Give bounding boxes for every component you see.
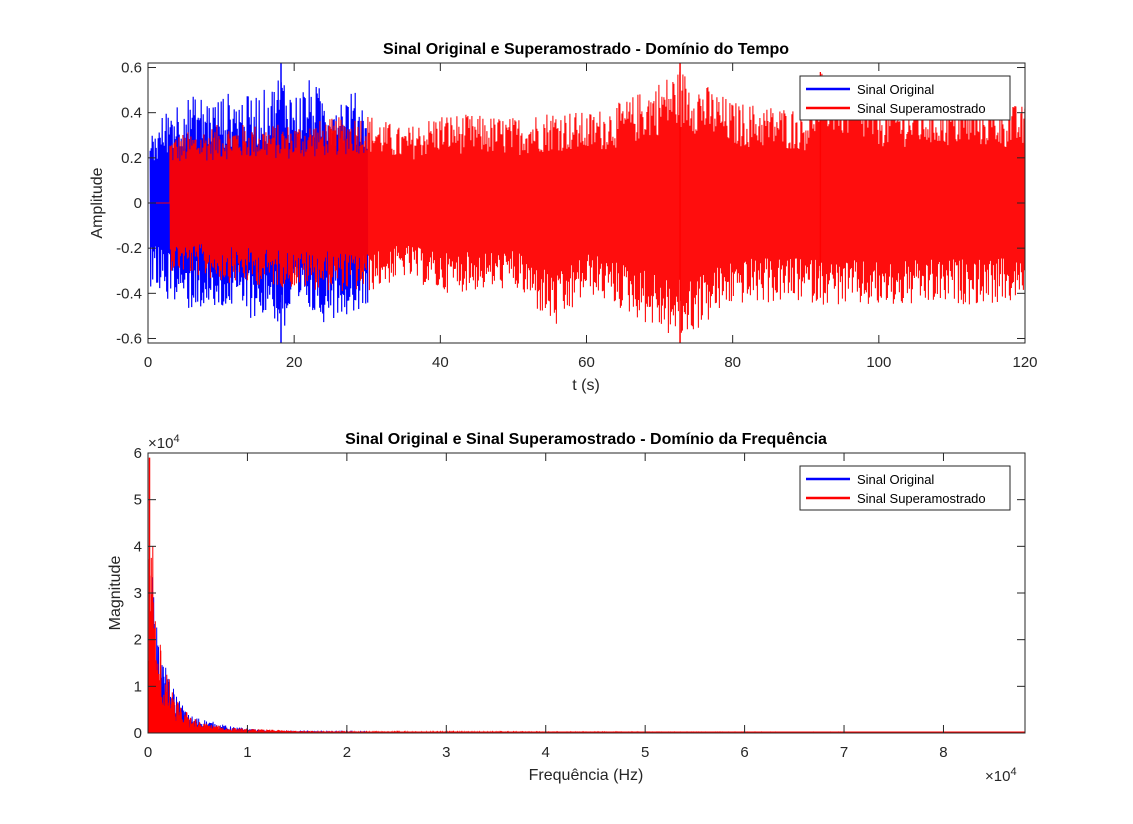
frequency-y-ticks: 0 1 2 3 4 5 6 <box>134 445 1025 742</box>
time-legend-original-label: Sinal Original <box>857 82 934 97</box>
x-tick-label: 1 <box>243 744 251 761</box>
y-tick-label: -0.4 <box>116 285 142 302</box>
x-tick-label: 8 <box>939 744 947 761</box>
frequency-legend-box <box>799 465 1011 511</box>
y-tick-label: 0 <box>134 725 142 742</box>
frequency-legend-original-label: Sinal Original <box>857 472 934 487</box>
y-tick-label: 5 <box>134 492 142 509</box>
x-tick-label: 2 <box>343 744 351 761</box>
x-exponent-power: 4 <box>1010 766 1016 778</box>
svg-text:×104: ×104 <box>985 766 1017 785</box>
time-domain-axes: 0 20 40 60 80 100 120 -0.6 -0.4 -0.2 0 0.2 0.4 0.6 S… <box>89 41 1038 394</box>
y-exponent-base: ×10 <box>148 435 173 452</box>
frequency-x-axis-label: Frequência (Hz) <box>529 767 644 784</box>
x-tick-label: 0 <box>144 744 152 761</box>
y-exponent-power: 4 <box>173 433 179 445</box>
x-tick-label: 20 <box>286 354 303 371</box>
x-exponent-base: ×10 <box>985 768 1010 785</box>
y-tick-label: 2 <box>134 632 142 649</box>
x-exponent-label: ×104 <box>985 766 1017 785</box>
time-chart-title: Sinal Original e Superamostrado - Domíni… <box>383 41 789 58</box>
x-tick-label: 7 <box>840 744 848 761</box>
y-tick-label: 4 <box>134 538 142 555</box>
y-tick-label: 0.2 <box>121 150 142 167</box>
x-tick-label: 5 <box>641 744 649 761</box>
time-x-axis-label: t (s) <box>572 377 600 394</box>
frequency-domain-axes: 0 1 2 3 4 5 6 7 8 0 1 2 3 4 5 6 Sinal Original e Sinal… <box>107 431 1026 785</box>
y-tick-label: 0.6 <box>121 60 142 77</box>
time-series-upsampled <box>148 71 1025 334</box>
svg-text:×104: ×104 <box>148 433 180 452</box>
x-tick-label: 80 <box>724 354 741 371</box>
x-tick-label: 40 <box>432 354 449 371</box>
x-tick-label: 60 <box>578 354 595 371</box>
x-tick-label: 100 <box>866 354 891 371</box>
frequency-y-axis-label: Magnitude <box>107 556 124 631</box>
time-y-ticks: -0.6 -0.4 -0.2 0 0.2 0.4 0.6 <box>116 60 1025 347</box>
x-tick-label: 120 <box>1012 354 1037 371</box>
time-y-axis-label: Amplitude <box>89 167 106 238</box>
x-tick-label: 6 <box>740 744 748 761</box>
y-tick-label: -0.6 <box>116 330 142 347</box>
x-tick-label: 3 <box>442 744 450 761</box>
y-tick-label: -0.2 <box>116 240 142 257</box>
time-legend: Sinal Original Sinal Superamostrado <box>799 75 1011 121</box>
y-tick-label: 3 <box>134 585 142 602</box>
time-legend-box <box>799 75 1011 121</box>
time-legend-upsampled-label: Sinal Superamostrado <box>857 101 986 116</box>
y-tick-label: 6 <box>134 445 142 462</box>
frequency-legend: Sinal Original Sinal Superamostrado <box>799 465 1011 511</box>
frequency-x-ticks: 0 1 2 3 4 5 6 7 8 <box>144 453 948 761</box>
y-tick-label: 0 <box>134 195 142 212</box>
y-exponent-label: ×104 <box>148 433 180 452</box>
y-tick-label: 0.4 <box>121 105 142 122</box>
x-tick-label: 0 <box>144 354 152 371</box>
frequency-legend-upsampled-label: Sinal Superamostrado <box>857 491 986 506</box>
time-x-ticks: 0 20 40 60 80 100 120 <box>144 63 1038 371</box>
frequency-chart-title: Sinal Original e Sinal Superamostrado - … <box>345 431 827 448</box>
x-tick-label: 4 <box>542 744 550 761</box>
y-tick-label: 1 <box>134 678 142 695</box>
